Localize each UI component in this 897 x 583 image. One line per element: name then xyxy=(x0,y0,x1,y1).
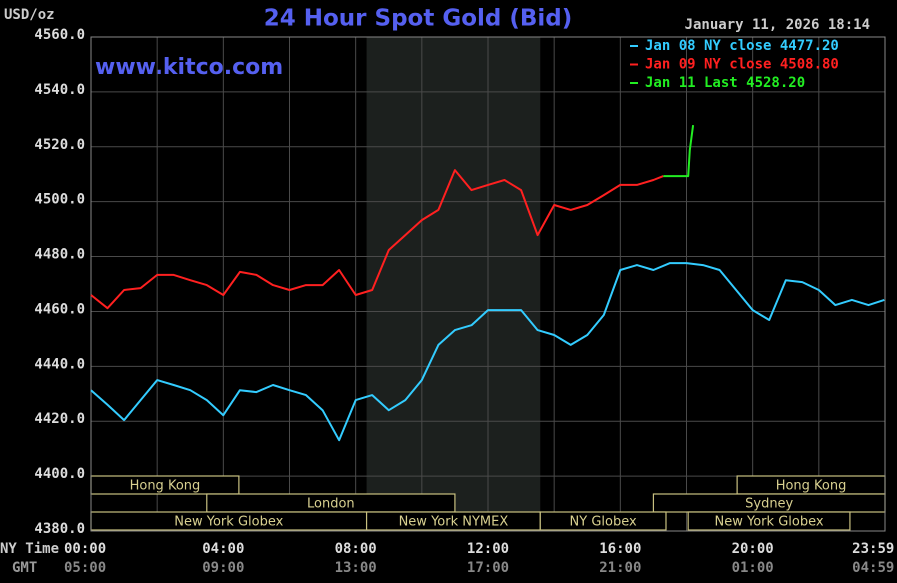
x-tick-label: 23:59 xyxy=(852,541,894,557)
x-row-label: GMT xyxy=(12,560,37,576)
y-tick-label: 4540.0 xyxy=(34,82,85,98)
y-tick-label: 4500.0 xyxy=(34,192,85,208)
x-tick-label: 16:00 xyxy=(599,541,641,557)
y-tick-label: 4440.0 xyxy=(34,356,85,372)
legend-label: Jan 09 NY close 4508.80 xyxy=(645,57,839,73)
session-box xyxy=(687,511,851,531)
x2-tick-label: 17:00 xyxy=(467,560,509,576)
x-tick-label: 00:00 xyxy=(64,541,106,557)
session-label: New York NYMEX xyxy=(399,515,509,530)
y-tick-label: 4460.0 xyxy=(34,301,85,317)
plot-border xyxy=(90,36,886,532)
session-label: Hong Kong xyxy=(130,479,201,494)
series-line xyxy=(90,262,885,442)
session-label: London xyxy=(307,497,355,512)
watermark: www.kitco.com xyxy=(95,55,283,80)
session-box xyxy=(539,511,667,531)
y-tick-label: 4400.0 xyxy=(34,466,85,482)
y-tick-label: 4560.0 xyxy=(34,27,85,43)
series-line xyxy=(663,124,695,178)
session-label: Sydney xyxy=(745,497,793,512)
x2-tick-label: 05:00 xyxy=(64,560,106,576)
series-line xyxy=(90,169,664,310)
y-tick-label: 4480.0 xyxy=(34,247,85,263)
session-label: New York Globex xyxy=(715,515,824,530)
x2-tick-label: 09:00 xyxy=(202,560,244,576)
y-tick-label: 4380.0 xyxy=(34,521,85,537)
x-tick-label: 20:00 xyxy=(732,541,774,557)
shaded-region xyxy=(366,37,541,531)
timestamp: January 11, 2026 18:14 xyxy=(685,17,870,33)
y-tick-label: 4520.0 xyxy=(34,137,85,153)
x-row-label: NY Time xyxy=(0,541,59,557)
x2-tick-label: 04:59 xyxy=(852,560,894,576)
x2-tick-label: 13:00 xyxy=(335,560,377,576)
legend-label: Jan 11 Last 4528.20 xyxy=(645,75,805,91)
session-label: NY Globex xyxy=(570,515,637,530)
x2-tick-label: 01:00 xyxy=(732,560,774,576)
y-tick-label: 4420.0 xyxy=(34,411,85,427)
session-label: Hong Kong xyxy=(776,479,847,494)
x-tick-label: 04:00 xyxy=(202,541,244,557)
x2-tick-label: 21:00 xyxy=(599,560,641,576)
legend-label: Jan 08 NY close 4477.20 xyxy=(645,38,839,54)
x-tick-label: 08:00 xyxy=(335,541,377,557)
session-label: New York Globex xyxy=(174,515,283,530)
x-tick-label: 12:00 xyxy=(467,541,509,557)
y-unit: USD/oz xyxy=(4,7,55,23)
chart-title: 24 Hour Spot Gold (Bid) xyxy=(264,6,573,32)
